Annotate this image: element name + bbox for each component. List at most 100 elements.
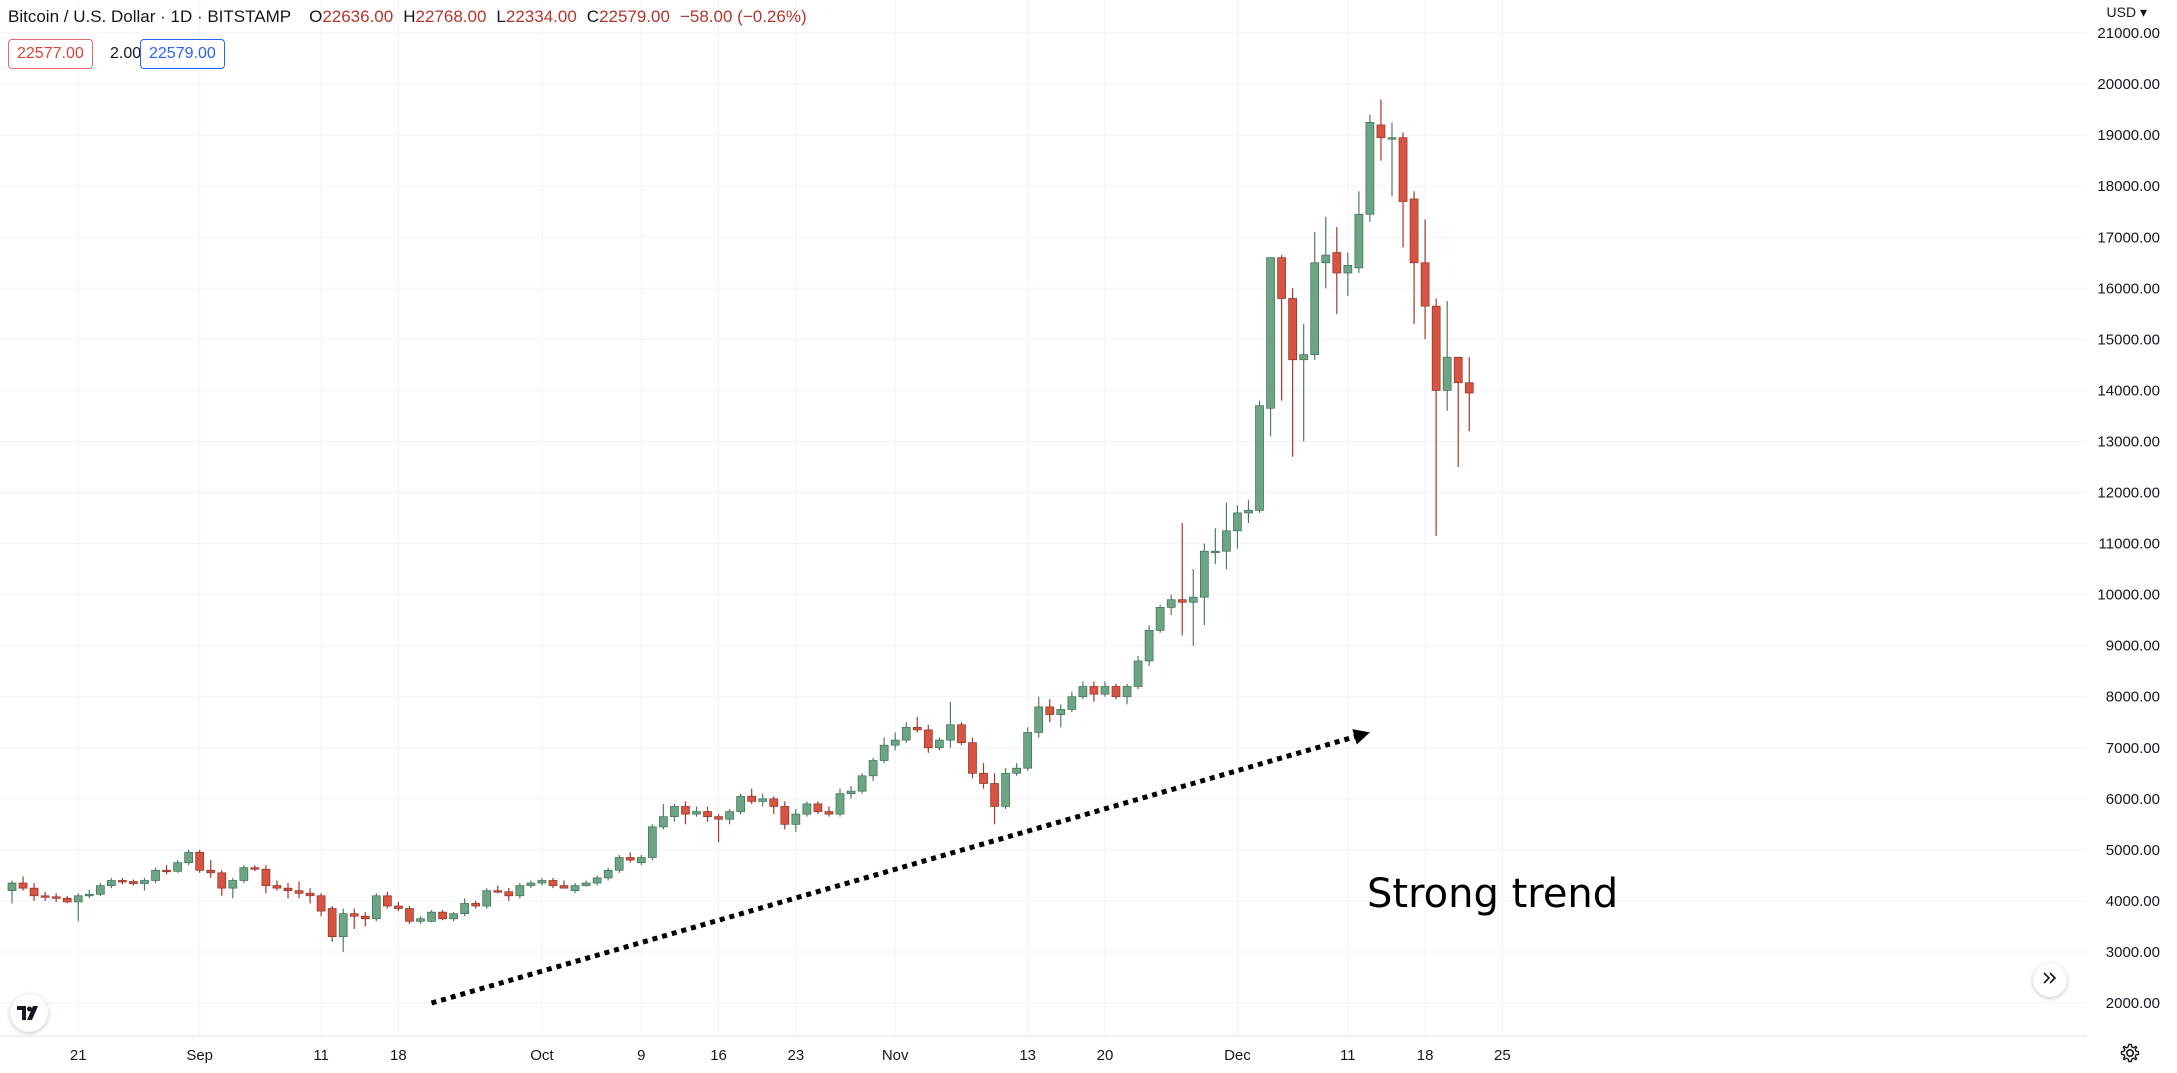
candle [460,898,469,917]
candle-body [449,913,458,920]
price-tick-label: 17000.00 [2097,229,2160,246]
candle-body [946,724,955,741]
price-tick-label: 10000.00 [2097,587,2160,604]
candle [7,880,17,904]
candle [1133,655,1143,690]
time-tick-label: 18 [1417,1047,1434,1064]
candle-body [118,880,127,883]
candle [40,891,50,901]
candle [283,883,293,899]
candle-body [968,742,977,774]
candle-body [923,729,933,749]
candle-body [636,857,646,863]
candle [1442,301,1452,411]
time-tick-label: 21 [70,1047,87,1064]
time-tick-label: 20 [1097,1047,1114,1064]
trend-annotation: Strong trend [1367,871,1618,917]
candle [647,824,657,861]
buy-price-button[interactable]: 22579.00 [140,39,225,69]
candle-body [1255,405,1264,511]
candle [636,854,646,866]
candle [703,806,712,822]
candle [1023,727,1033,771]
candle [305,888,315,904]
candle-body [1343,264,1353,274]
candle-body [1222,530,1231,552]
candle [625,852,635,863]
candle [912,717,922,733]
time-tick-label: Oct [530,1047,554,1064]
price-tick-label: 11000.00 [2099,536,2160,553]
candle [18,876,28,891]
candle [1365,114,1375,222]
candle [438,910,447,921]
candle [747,788,757,804]
price-tick-label: 15000.00 [2097,331,2160,348]
candle [338,908,348,952]
candle [1255,400,1264,513]
time-tick-label: Sep [186,1047,213,1064]
candle [537,877,547,886]
candle [923,724,933,753]
candle-body [327,908,337,937]
candle-body [416,918,425,922]
candle [129,879,138,886]
candle-body [725,811,734,820]
trend-arrowhead [1352,729,1370,745]
candle-body [1056,709,1066,715]
candle [493,885,503,894]
candle [1332,227,1342,314]
candle-body [1023,732,1033,769]
candle-body [51,896,61,899]
candle-body [1067,696,1077,710]
price-tick-label: 9000.00 [2106,638,2160,655]
candle [758,793,768,807]
candle [272,880,282,891]
symbol-title[interactable]: Bitcoin / U.S. Dollar · 1D · BITSTAMP [8,7,292,26]
time-tick-label: 18 [390,1047,407,1064]
candle-body [1177,599,1187,603]
candle-body [173,862,182,872]
tradingview-logo-icon[interactable] [10,994,48,1032]
candle-body [261,868,271,886]
currency-selector[interactable]: USD ▾ [2107,4,2147,21]
time-axis[interactable]: 21 Sep 11 18 Oct 9 16 23 Nov 13 20 Dec 11 18 25 [70,1047,1511,1064]
candle [1266,257,1275,437]
candle [1354,191,1364,273]
candle-body [791,813,801,825]
candle [957,722,966,746]
trend-line [430,733,1360,1006]
candle-body [272,885,282,889]
candle [1012,763,1021,776]
candle [360,912,370,927]
candle [1299,324,1309,442]
candle [51,893,61,902]
candle-body [681,806,690,815]
candle [1343,252,1353,296]
candle [29,883,39,901]
price-tick-label: 13000.00 [2097,433,2160,450]
candle-body [151,869,160,881]
candle-body [670,806,679,818]
candle [327,906,337,942]
settings-button[interactable] [2118,1041,2142,1065]
candle-body [1100,686,1110,695]
scroll-to-realtime-button[interactable] [2033,963,2067,997]
candle-body [1398,137,1408,202]
candle-body [537,880,547,884]
candle-body [360,915,370,920]
candle [1122,683,1132,705]
candle [73,893,83,922]
candle-body [493,890,503,893]
candle-body [647,826,657,858]
sell-price-button[interactable]: 22577.00 [8,39,93,69]
time-tick-label: 25 [1494,1047,1511,1064]
candle [1056,704,1066,728]
candle [968,737,977,779]
ohlc-close: C22579.00 [586,7,670,26]
time-tick-label: 13 [1019,1047,1036,1064]
candle [548,877,558,889]
price-axis[interactable]: 2000.00 3000.00 4000.00 5000.00 6000.00 7000.… [2097,25,2160,1012]
ohlc-open: O22636.00 [309,7,394,26]
